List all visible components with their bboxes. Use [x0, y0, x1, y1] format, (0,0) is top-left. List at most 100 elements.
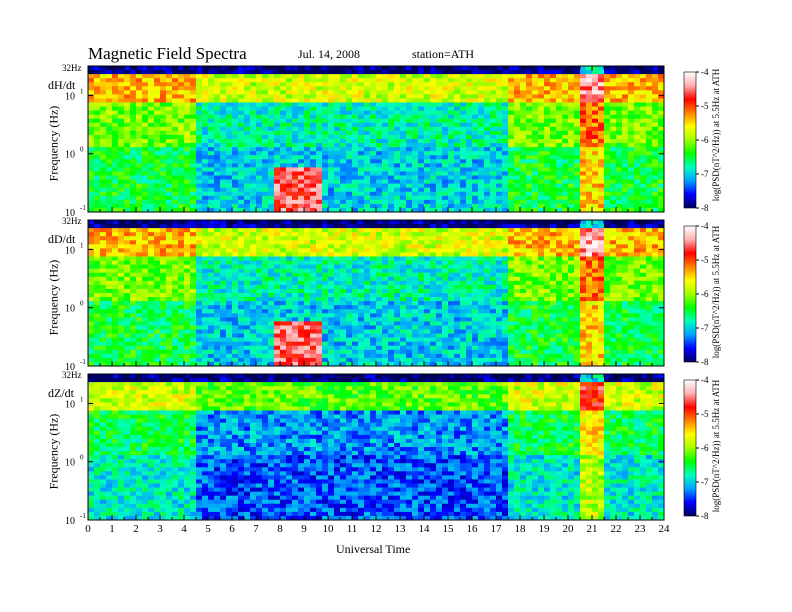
spectro-cell: [490, 151, 497, 156]
spectro-cell: [616, 102, 623, 107]
spectro-cell: [418, 187, 425, 193]
spectro-cell: [94, 313, 101, 318]
spectro-cell: [106, 297, 113, 302]
spectro-cell: [310, 78, 317, 83]
spectro-cell: [412, 66, 419, 71]
spectro-cell: [292, 86, 299, 91]
spectro-cell: [562, 195, 569, 201]
spectro-cell: [136, 139, 143, 144]
spectro-cell: [214, 199, 221, 205]
spectro-cell: [436, 191, 443, 197]
spectro-cell: [112, 159, 119, 164]
spectro-cell: [400, 94, 407, 99]
spectro-cell: [598, 82, 605, 87]
spectro-cell: [424, 118, 431, 124]
spectro-cell: [268, 183, 275, 189]
spectro-cell: [88, 349, 95, 355]
spectro-cell: [190, 98, 197, 103]
spectro-cell: [238, 313, 245, 318]
spectro-cell: [616, 163, 623, 168]
spectro-cell: [142, 264, 149, 270]
spectro-cell: [484, 175, 491, 180]
spectro-cell: [244, 98, 251, 103]
spectro-cell: [466, 130, 473, 136]
spectro-cell: [496, 82, 503, 87]
spectro-cell: [130, 195, 137, 201]
spectro-cell: [148, 199, 155, 205]
spectro-cell: [256, 90, 263, 95]
spectro-cell: [436, 106, 443, 112]
spectro-cell: [196, 118, 203, 124]
spectro-cell: [304, 317, 311, 322]
spectro-cell: [460, 199, 467, 205]
spectro-cell: [640, 163, 647, 168]
spectro-cell: [130, 98, 137, 103]
spectro-cell: [250, 147, 257, 152]
spectro-cell: [238, 264, 245, 270]
spectro-cell: [268, 155, 275, 160]
spectro-cell: [442, 159, 449, 164]
spectro-cell: [262, 309, 269, 314]
spectro-cell: [136, 228, 143, 233]
spectro-cell: [544, 187, 551, 193]
spectro-cell: [646, 203, 653, 209]
spectro-cell: [448, 159, 455, 164]
spectro-cell: [130, 276, 137, 282]
spectro-cell: [94, 268, 101, 274]
spectro-cell: [268, 130, 275, 136]
spectro-cell: [508, 66, 515, 71]
spectro-cell: [382, 126, 389, 132]
spectro-cell: [280, 143, 287, 148]
spectro-cell: [274, 293, 281, 298]
spectro-cell: [388, 175, 395, 180]
spectro-cell: [292, 167, 299, 172]
spectro-cell: [658, 139, 665, 144]
spectro-cell: [556, 66, 563, 71]
spectro-cell: [316, 114, 323, 120]
spectro-cell: [280, 126, 287, 132]
spectro-cell: [94, 167, 101, 172]
spectro-cell: [268, 293, 275, 298]
spectro-cell: [598, 134, 605, 140]
spectro-cell: [448, 151, 455, 156]
spectro-cell: [232, 341, 239, 347]
spectro-cell: [652, 167, 659, 172]
spectro-cell: [142, 155, 149, 160]
spectro-cell: [352, 179, 359, 185]
spectro-cell: [610, 110, 617, 116]
spectro-cell: [274, 353, 281, 359]
spectro-cell: [346, 114, 353, 120]
spectro-cell: [190, 272, 197, 278]
spectro-cell: [448, 139, 455, 144]
spectro-cell: [172, 70, 179, 75]
spectro-cell: [190, 66, 197, 71]
spectro-cell: [112, 175, 119, 180]
spectro-cell: [274, 155, 281, 160]
spectro-cell: [94, 118, 101, 124]
spectro-cell: [94, 260, 101, 266]
spectro-cell: [598, 94, 605, 99]
spectro-cell: [640, 82, 647, 87]
spectro-cell: [262, 207, 269, 213]
spectro-cell: [130, 126, 137, 132]
spectro-cell: [190, 147, 197, 152]
spectro-cell: [298, 74, 305, 79]
spectro-cell: [136, 248, 143, 253]
spectro-cell: [280, 66, 287, 71]
spectro-cell: [358, 74, 365, 79]
spectro-cell: [622, 134, 629, 140]
spectro-cell: [520, 151, 527, 156]
spectro-cell: [178, 102, 185, 107]
spectro-cell: [334, 66, 341, 71]
spectro-cell: [634, 90, 641, 95]
spectro-cell: [322, 94, 329, 99]
spectro-cell: [142, 252, 149, 257]
spectro-cell: [430, 139, 437, 144]
spectro-cell: [466, 86, 473, 91]
spectro-cell: [478, 118, 485, 124]
spectro-cell: [190, 284, 197, 290]
spectro-cell: [472, 82, 479, 87]
spectro-cell: [340, 171, 347, 176]
spectro-cell: [424, 86, 431, 91]
spectro-cell: [94, 70, 101, 75]
